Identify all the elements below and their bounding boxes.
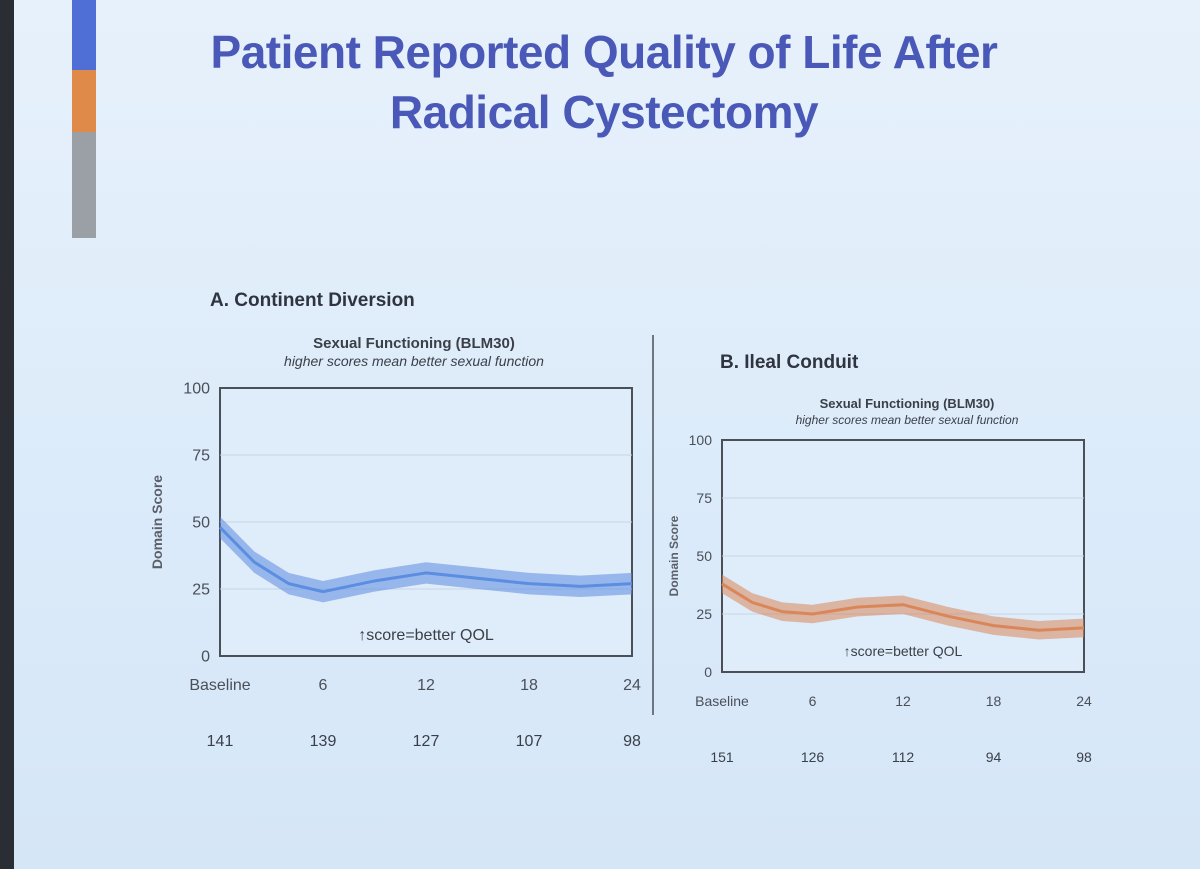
series-line [721,582,1085,632]
series-line [218,526,633,594]
series-band [722,574,1084,640]
n-at-risk-label: 94 [986,749,1002,765]
series-band [220,516,632,603]
charts-canvas: 0 25 50 75 100 Domain Score Sexual Functioning… [149,335,1092,765]
x-tick-label: 6 [809,693,817,709]
n-at-risk-label: 139 [310,733,337,750]
n-at-risk-label: 141 [207,733,234,750]
n-at-risk-label: 98 [1076,749,1092,765]
chart-subtitle: higher scores mean better sexual functio… [796,413,1019,427]
annotation-text: ↑score=better QOL [358,627,494,644]
n-at-risk-label: 151 [710,749,734,765]
n-at-risk-label: 107 [516,733,543,750]
chart-subtitle: higher scores mean better sexual functio… [284,353,544,369]
panel-b-title: B. Ileal Conduit [720,352,859,373]
chart-title: Sexual Functioning (BLM30) [820,396,995,411]
chart-a: 0 25 50 75 100 Domain Score Sexual Functioning… [149,335,641,750]
x-tick-label: 12 [417,677,435,694]
accent-bar [72,0,96,238]
x-tick-label: 24 [1076,693,1092,709]
y-tick-label: 50 [192,515,210,532]
y-axis-label: Domain Score [667,515,681,596]
y-axis-label: Domain Score [149,475,165,569]
y-tick-label: 75 [696,490,712,506]
n-at-risk-label: 98 [623,733,641,750]
x-tick-label: 18 [986,693,1002,709]
n-at-risk-label: 127 [413,733,440,750]
n-at-risk-label: 126 [801,749,825,765]
n-at-risk-label: 112 [892,749,915,765]
slide: Patient Reported Quality of Life After R… [14,0,1200,869]
chart-title: Sexual Functioning (BLM30) [313,335,515,352]
y-tick-label: 100 [183,381,210,398]
x-tick-label: Baseline [695,693,749,709]
y-tick-label: 25 [696,606,712,622]
panel-divider [652,335,654,715]
accent-segment [72,132,96,238]
annotation-text: ↑score=better QOL [844,643,963,659]
y-tick-label: 50 [696,548,712,564]
y-tick-label: 75 [192,448,210,465]
accent-segment [72,0,96,70]
accent-segment [72,70,96,132]
x-tick-label: Baseline [189,677,250,694]
x-tick-label: 12 [895,693,911,709]
x-tick-label: 24 [623,677,641,694]
y-tick-label: 0 [201,649,210,666]
slide-title: Patient Reported Quality of Life After R… [210,26,998,138]
x-tick-label: 18 [520,677,538,694]
chart-b: 0 25 50 75 100 Domain Score Sexual Functioning… [667,396,1092,765]
x-tick-label: 6 [319,677,328,694]
y-tick-label: 100 [689,432,713,448]
y-tick-label: 25 [192,582,210,599]
y-tick-label: 0 [704,664,712,680]
panel-a-title: A. Continent Diversion [210,290,415,311]
